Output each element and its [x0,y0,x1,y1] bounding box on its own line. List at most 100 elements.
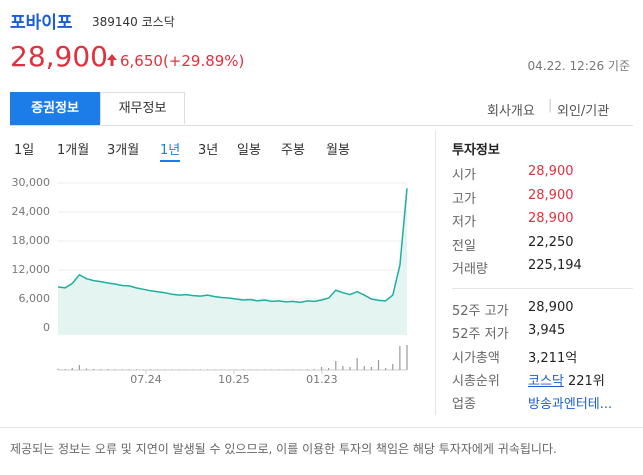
info-label: 업종 [452,397,476,413]
period-tab[interactable]: 1개월 [57,143,90,158]
info-value: 28,900 [528,211,574,226]
separator: | [548,98,553,113]
info-value: 221위 [568,373,605,389]
tab-active[interactable]: 증권정보 [10,92,100,125]
volume-bar [114,369,116,370]
volume-bar [328,368,330,370]
divider [435,130,436,415]
y-tick-label: 6,000 [19,292,51,305]
x-tick-label: 01.23 [306,373,338,386]
volume-bar [306,369,308,370]
volume-bar [242,369,244,370]
info-link[interactable]: 코스닥 [528,373,564,389]
volume-bar [271,369,273,370]
y-tick-label: 18,000 [12,234,51,247]
info-link[interactable]: 방송과엔터테... [528,397,613,413]
volume-bar [128,369,130,370]
volume-bar [78,365,80,370]
chart: 0 6,000 12,000 18,000 24,000 30,000 07.24 10.25… [12,176,408,386]
info-value: 225,194 [528,258,582,273]
timestamp: 04.22. 12:26 기준 [527,59,630,73]
volume-bar [335,361,337,370]
info-label: 52주 저가 [452,327,509,343]
link[interactable]: 회사개요 [487,104,535,119]
info-label: 전일 [452,238,476,254]
disclaimer: 제공되는 정보는 오류 및 지연이 발생될 수 있으므로, 이를 이용한 투자의… [10,442,557,456]
volume-bar [85,368,88,370]
y-tick-label: 30,000 [12,176,51,189]
price-change: 6,650(+29.89%) [120,52,245,70]
area [58,188,407,335]
y-tick-label: 0 [43,321,50,334]
y-tick-label: 12,000 [12,263,51,276]
volume-bar [406,345,408,370]
info-label: 저가 [452,215,476,230]
stock-code: 389140 코스닥 [92,15,175,29]
line [57,188,408,304]
volume-bar [178,369,180,370]
info-label: 고가 [452,191,476,207]
volume-bar [221,369,223,370]
tab-bar [10,92,633,126]
volume-bar [142,369,145,370]
volume-bar [235,369,237,370]
info-label: 거래량 [452,262,488,277]
period-tab[interactable]: 일봉 [237,143,261,158]
volume-bar [121,369,123,370]
volume-bar [399,346,401,370]
volume-bar [135,369,137,370]
volume-bar [356,358,358,370]
tab[interactable]: 재무정보 [100,92,185,124]
period-tab[interactable]: 주봉 [281,143,305,158]
volume-bar [385,368,387,370]
volume-bar [313,369,316,370]
period-tab[interactable]: 월봉 [326,143,350,158]
volume-bar [342,366,344,370]
info-title: 투자정보 [452,143,500,158]
volume-bar [64,369,66,370]
volume-bar [171,369,173,370]
volume-bar [320,367,323,370]
volume-bar [192,369,194,370]
info-value: 28,900 [528,164,574,179]
volume-bar [278,369,280,370]
volume-bar [363,366,365,370]
y-tick-label: 24,000 [12,205,51,218]
volume-bar [349,367,351,370]
volume-bar [199,369,202,370]
volume-bar [107,369,109,370]
info-value: 3,211억 [528,350,578,366]
volume-bar [256,369,259,370]
volume-bar [149,369,152,370]
volume-bar [157,369,159,370]
divider [0,427,643,428]
x-tick-label: 10.25 [218,373,250,386]
volume-bar [206,369,209,370]
info-value: 28,900 [528,187,574,203]
current-price: 28,900 [10,40,108,73]
info-label: 시총순위 [452,373,500,389]
period-tab[interactable]: 3년 [198,143,219,158]
volume-bar [292,369,294,370]
info-label: 52주 고가 [452,304,509,319]
x-tick-label: 07.24 [130,373,162,386]
volume-bar [392,364,394,370]
volume-bar [100,369,102,370]
info-value: 3,945 [528,323,566,339]
volume-bar [370,367,372,370]
volume-bar [93,369,95,370]
info-label: 시가총액 [452,350,500,366]
link[interactable]: 외인/기관 [557,104,610,119]
info-value: 28,900 [528,300,574,315]
period-tab[interactable]: 3개월 [107,143,140,158]
info-label: 시가 [452,168,476,183]
info-value: 22,250 [528,234,574,250]
stock-name[interactable]: 포바이포 [10,13,73,33]
divider [452,288,633,289]
period-tab[interactable]: 1일 [14,143,35,158]
volume-bar [164,369,166,370]
volume-bar [57,368,59,370]
period-tab[interactable]: 1년 [160,139,181,162]
volume-bar [71,368,73,370]
